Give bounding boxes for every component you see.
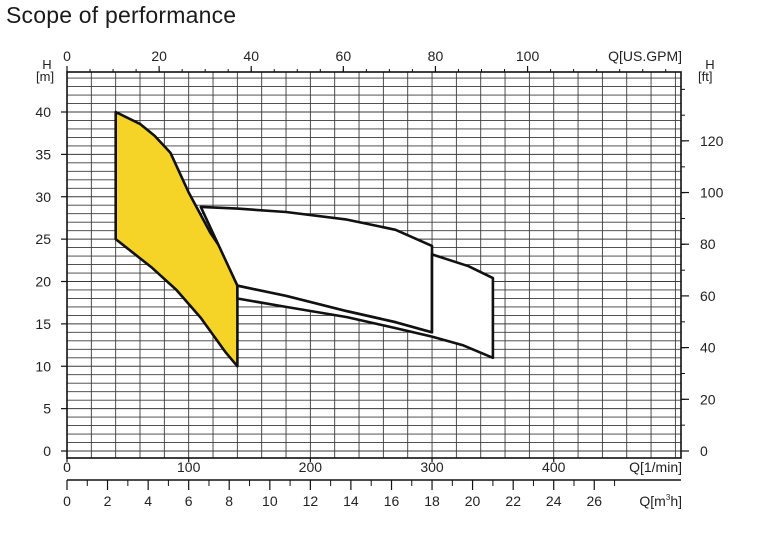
axis-ticks bbox=[61, 66, 689, 490]
tick-label-q-lmin: 0 bbox=[63, 459, 71, 475]
tick-label-h-ft: 0 bbox=[700, 443, 708, 459]
tick-label-q-usgpm: 20 bbox=[151, 48, 167, 64]
tick-label-h-ft: 20 bbox=[700, 391, 716, 407]
axis-unit-h-ft: [ft] bbox=[698, 69, 712, 84]
tick-label-h-ft: 120 bbox=[700, 133, 724, 149]
plot-frame bbox=[66, 71, 682, 459]
tick-label-q-lmin: 100 bbox=[177, 459, 201, 475]
tick-label-q-m3h: 4 bbox=[144, 493, 152, 509]
tick-label-q-m3h: 10 bbox=[262, 493, 278, 509]
tick-label-h-m: 20 bbox=[35, 274, 51, 290]
axis-label-q-usgpm: Q[US.GPM] bbox=[608, 48, 682, 64]
chart-frame bbox=[66, 71, 682, 459]
tick-label-h-m: 40 bbox=[35, 104, 51, 120]
performance-area-3 bbox=[236, 253, 495, 360]
performance-areas bbox=[114, 110, 495, 368]
axis-label-h-m: H bbox=[42, 57, 51, 72]
tick-label-q-usgpm: 60 bbox=[336, 48, 352, 64]
tick-label-q-m3h: 22 bbox=[505, 493, 521, 509]
tick-label-h-m: 5 bbox=[43, 401, 51, 417]
chart-grid bbox=[66, 72, 681, 458]
axis-unit-h-m: [m] bbox=[36, 69, 54, 84]
tick-label-h-m: 10 bbox=[35, 358, 51, 374]
tick-label-h-m: 0 bbox=[43, 443, 51, 459]
tick-label-q-m3h: 2 bbox=[104, 493, 112, 509]
axis-label-q-m3h: Q[m3h] bbox=[639, 493, 682, 509]
tick-label-q-m3h: 12 bbox=[303, 493, 319, 509]
tick-label-h-m: 35 bbox=[35, 146, 51, 162]
tick-label-q-m3h: 24 bbox=[546, 493, 562, 509]
tick-label-h-ft: 40 bbox=[700, 340, 716, 356]
tick-label-q-m3h: 16 bbox=[384, 493, 400, 509]
tick-label-q-usgpm: 80 bbox=[428, 48, 444, 64]
tick-label-q-lmin: 200 bbox=[299, 459, 323, 475]
tick-label-q-m3h: 26 bbox=[586, 493, 602, 509]
tick-label-q-m3h: 20 bbox=[465, 493, 481, 509]
axis-label-q-lmin: Q[1/min] bbox=[629, 459, 682, 475]
tick-label-h-ft: 80 bbox=[700, 236, 716, 252]
tick-label-h-m: 30 bbox=[35, 189, 51, 205]
tick-label-h-ft: 100 bbox=[700, 185, 724, 201]
tick-label-h-m: 25 bbox=[35, 231, 51, 247]
tick-label-q-m3h: 0 bbox=[63, 493, 71, 509]
tick-label-h-ft: 60 bbox=[700, 288, 716, 304]
tick-label-q-lmin: 400 bbox=[542, 459, 566, 475]
tick-label-h-m: 15 bbox=[35, 316, 51, 332]
tick-label-q-lmin: 300 bbox=[420, 459, 444, 475]
tick-label-q-usgpm: 100 bbox=[516, 48, 540, 64]
axis-label-h-ft: H bbox=[705, 57, 714, 72]
tick-label-q-m3h: 8 bbox=[225, 493, 233, 509]
tick-label-q-m3h: 14 bbox=[343, 493, 359, 509]
tick-label-q-usgpm: 40 bbox=[243, 48, 259, 64]
tick-label-q-usgpm: 0 bbox=[63, 48, 71, 64]
chart-title: Scope of performance bbox=[6, 2, 237, 28]
tick-label-q-m3h: 6 bbox=[185, 493, 193, 509]
tick-label-q-m3h: 18 bbox=[424, 493, 440, 509]
